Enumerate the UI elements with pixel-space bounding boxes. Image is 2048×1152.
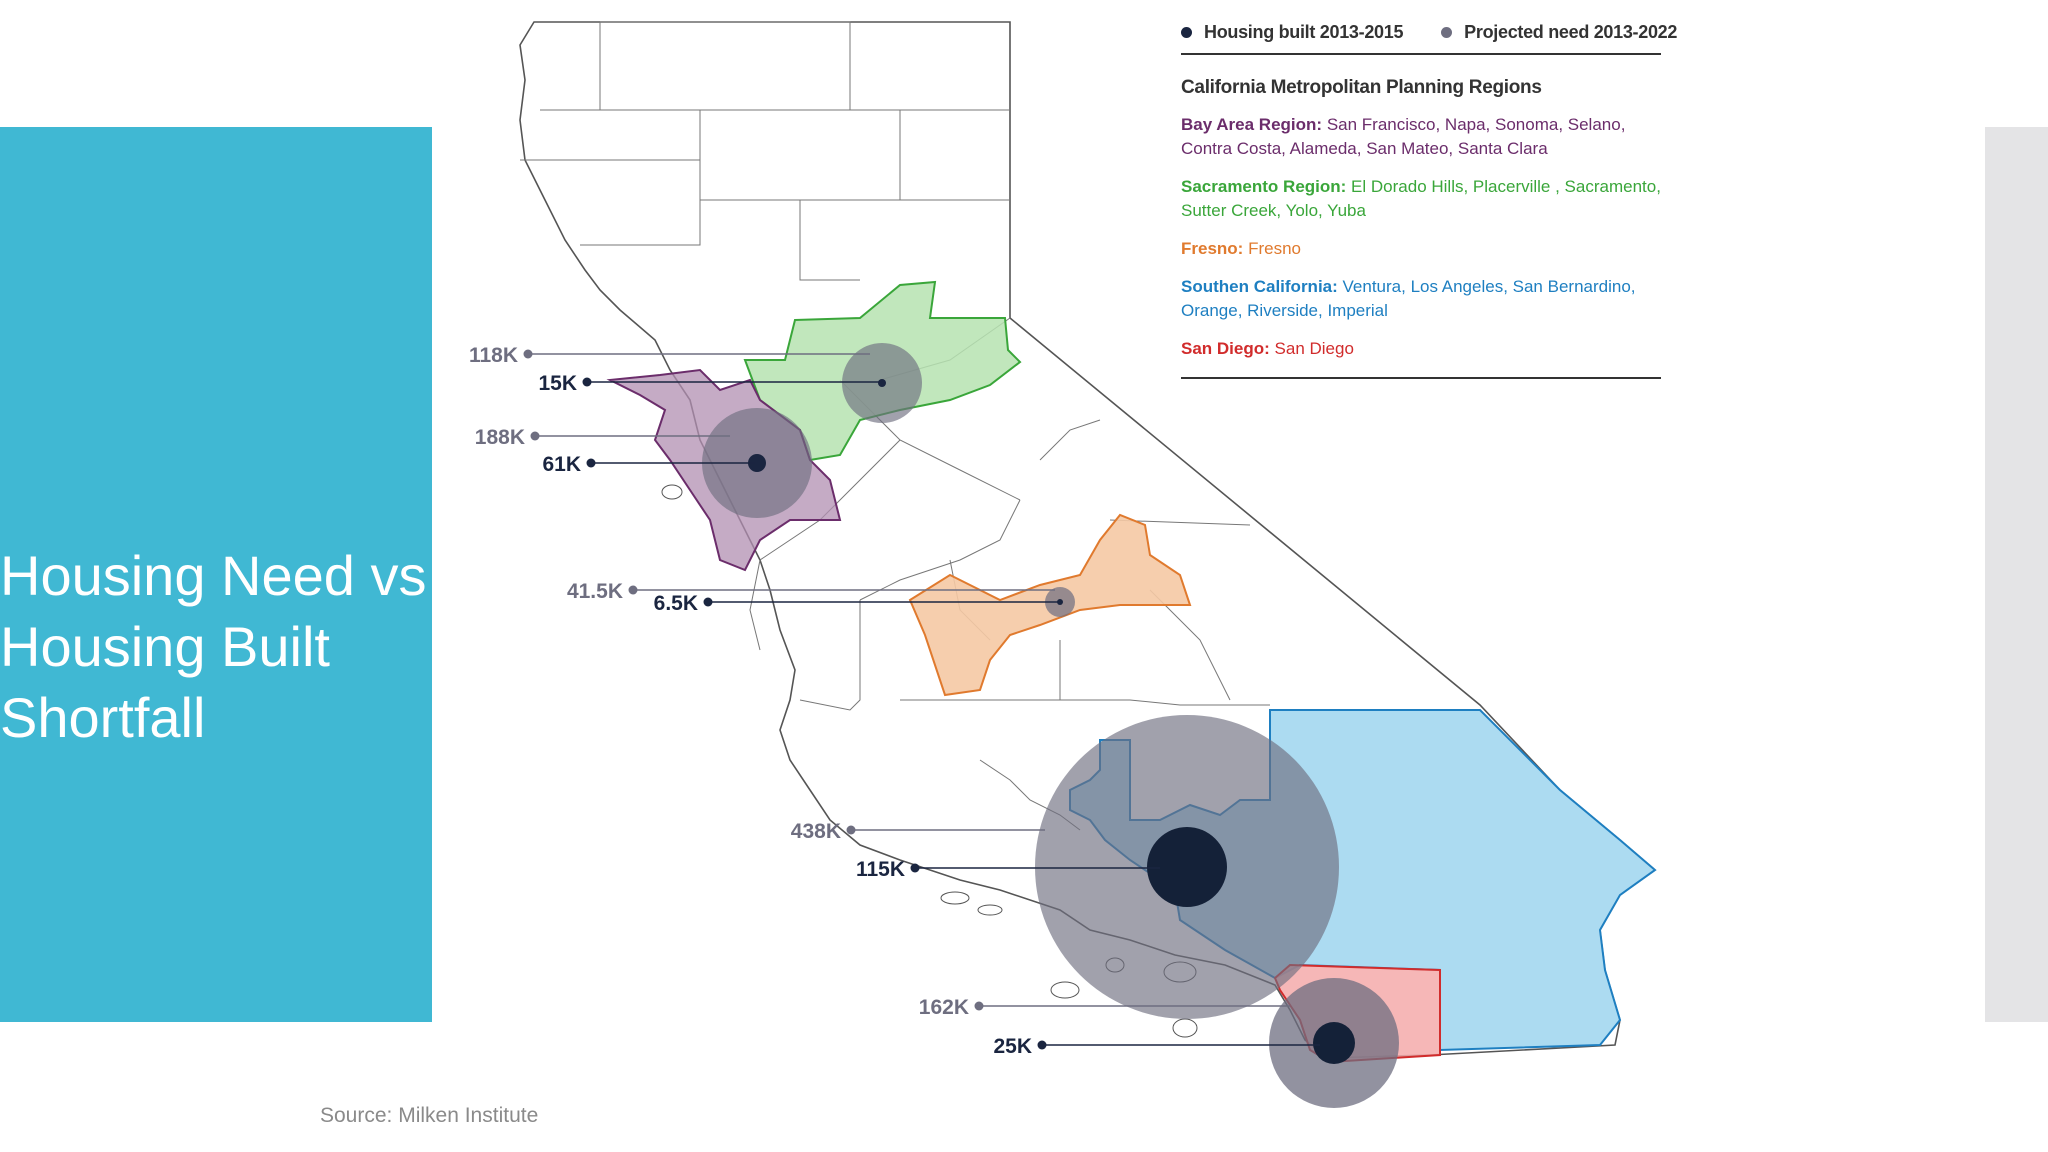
built-circle-bay-area	[748, 454, 766, 472]
projected-dot-icon	[1441, 27, 1453, 38]
legend-key-built: Housing built 2013-2015	[1181, 22, 1403, 43]
leader-dots	[523, 349, 1047, 1050]
region-members: Fresno	[1248, 239, 1301, 258]
region-name: Sacramento Region:	[1181, 177, 1347, 196]
label-socal-projected: 438K	[791, 820, 841, 843]
label-bay-area-projected: 188K	[475, 426, 525, 449]
region-members: Ventura, Los Angeles, San Bernardino, Or…	[1181, 277, 1636, 320]
built-dot-icon	[1181, 27, 1192, 38]
built-circle-southern-california	[1147, 827, 1227, 907]
region-name: San Diego:	[1181, 339, 1270, 358]
label-san-diego-projected: 162K	[919, 996, 969, 1019]
label-san-diego-built: 25K	[993, 1035, 1032, 1058]
label-fresno-built: 6.5K	[654, 592, 698, 615]
leader-lines	[528, 353, 1320, 1046]
slide-title: Housing Need vs Housing Built Shortfall	[0, 540, 440, 753]
legend-region-southern-california: Southen California: Ventura, Los Angeles…	[1181, 275, 1661, 323]
legend-heading: California Metropolitan Planning Regions	[1181, 77, 1542, 98]
region-name: Fresno:	[1181, 239, 1244, 258]
label-bay-area-built: 61K	[542, 453, 581, 476]
region-members: San Francisco, Napa, Sonoma, Selano, Con…	[1181, 115, 1626, 158]
map-legend: Housing built 2013-2015 Projected need 2…	[1181, 22, 1677, 379]
slide-title-line-2: Housing Built	[0, 615, 330, 678]
region-name: Bay Area Region:	[1181, 115, 1323, 134]
legend-region-sacramento: Sacramento Region: El Dorado Hills, Plac…	[1181, 175, 1661, 223]
source-caption: Source: Milken Institute	[320, 1104, 539, 1127]
label-sacramento-built: 15K	[538, 372, 577, 395]
built-circle-sacramento	[878, 379, 886, 387]
title-panel	[0, 127, 432, 1022]
label-socal-built: 115K	[856, 858, 905, 881]
slide-title-line-3: Shortfall	[0, 686, 206, 749]
legend-built-label: Housing built 2013-2015	[1204, 22, 1404, 42]
slide-title-line-1: Housing Need vs	[0, 544, 427, 607]
legend-keys: Housing built 2013-2015 Projected need 2…	[1181, 22, 1677, 55]
legend-region-san-diego: San Diego: San Diego	[1181, 337, 1661, 361]
county-lines	[520, 21, 1270, 831]
region-name: Southen California:	[1181, 277, 1338, 296]
label-fresno-projected: 41.5K	[567, 580, 623, 603]
label-sacramento-projected: 118K	[469, 344, 518, 367]
region-members: El Dorado Hills, Placerville , Sacrament…	[1181, 177, 1661, 220]
built-circle-san-diego	[1313, 1022, 1355, 1064]
legend-region-bay-area: Bay Area Region: San Francisco, Napa, So…	[1181, 113, 1661, 161]
legend-projected-label: Projected need 2013-2022	[1464, 22, 1678, 42]
legend-divider	[1181, 377, 1661, 379]
region-members: San Diego	[1274, 339, 1354, 358]
right-strip	[1985, 127, 2048, 1022]
built-circle-fresno	[1057, 599, 1063, 605]
legend-key-projected: Projected need 2013-2022	[1441, 22, 1677, 43]
legend-region-fresno: Fresno: Fresno	[1181, 237, 1661, 261]
